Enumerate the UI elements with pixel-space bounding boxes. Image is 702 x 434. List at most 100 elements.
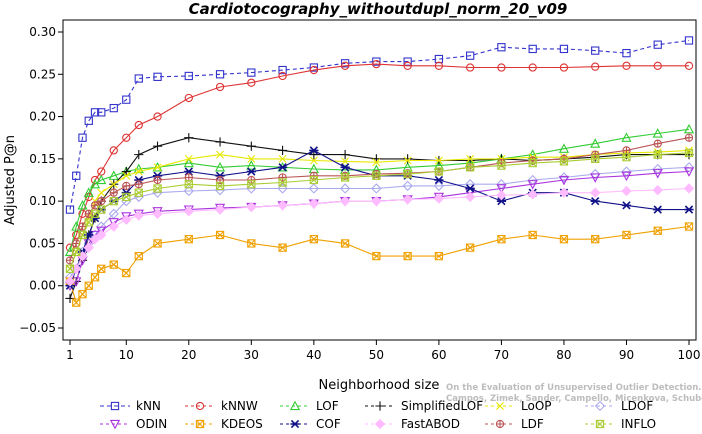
data-point	[653, 226, 662, 235]
data-point	[90, 209, 100, 218]
data-point	[215, 70, 225, 79]
x-tick-label: 20	[181, 348, 196, 362]
data-point	[215, 137, 225, 147]
data-point	[83, 239, 94, 249]
data-point	[83, 187, 94, 197]
data-point	[434, 167, 444, 176]
legend-marker	[375, 401, 385, 411]
data-point	[247, 176, 255, 184]
data-point	[622, 153, 631, 162]
x-tick-label: 70	[494, 348, 509, 362]
data-point	[134, 252, 143, 261]
legend-item: LOF	[280, 399, 339, 413]
legend-item: LoOP	[485, 399, 552, 413]
data-point	[90, 108, 100, 117]
data-point	[591, 235, 600, 244]
x-tick-label: 100	[678, 348, 701, 362]
legend-item: KDEOS	[185, 417, 263, 431]
legend-label: kNNW	[221, 399, 258, 413]
data-point	[278, 178, 287, 187]
data-point	[84, 218, 93, 227]
data-point	[215, 171, 225, 180]
data-point	[277, 163, 288, 172]
data-point	[591, 46, 600, 55]
data-point	[135, 180, 143, 188]
data-point	[340, 239, 350, 248]
x-tick-label: 30	[244, 348, 259, 362]
data-point	[91, 273, 99, 282]
data-point	[372, 252, 381, 261]
data-point	[72, 298, 81, 307]
data-point	[184, 93, 193, 103]
data-point	[466, 163, 475, 172]
data-point	[622, 230, 631, 240]
data-point	[340, 150, 350, 160]
data-point	[341, 173, 350, 182]
data-point	[247, 239, 256, 248]
legend-label: LDF	[521, 417, 544, 431]
data-point	[84, 116, 93, 125]
data-point	[340, 61, 350, 70]
legend-label: INFLO	[621, 417, 656, 431]
data-point	[184, 167, 194, 176]
series-knn	[65, 36, 694, 214]
data-point	[372, 59, 381, 69]
legend-item: kNN	[100, 399, 161, 413]
data-point	[622, 48, 631, 58]
legend-label: kNN	[136, 399, 161, 413]
data-point	[591, 62, 600, 71]
data-point	[340, 59, 350, 68]
legend-item: kNNW	[185, 399, 258, 413]
data-point	[622, 230, 631, 239]
data-point	[84, 281, 93, 290]
data-point	[78, 290, 87, 299]
data-point	[309, 146, 319, 155]
legend-label: KDEOS	[221, 417, 263, 431]
y-tick-label: 0.05	[29, 236, 56, 250]
data-point	[215, 82, 225, 92]
data-point	[78, 133, 87, 142]
data-point	[528, 63, 537, 72]
series-inflo	[65, 148, 694, 273]
data-point	[91, 201, 99, 209]
data-point	[247, 78, 256, 87]
data-point	[246, 201, 257, 213]
data-point	[278, 178, 287, 187]
data-point	[153, 239, 162, 248]
data-point	[216, 181, 225, 190]
data-point	[152, 141, 163, 151]
data-point	[134, 74, 143, 83]
data-point	[122, 192, 131, 202]
data-point	[466, 243, 475, 252]
data-point	[96, 229, 107, 241]
data-point	[308, 183, 320, 194]
data-point	[684, 205, 694, 214]
y-tick-label: 0.25	[29, 67, 56, 81]
data-point	[434, 252, 443, 261]
data-point	[309, 156, 318, 165]
data-point	[277, 183, 288, 194]
data-point	[108, 170, 119, 180]
data-point	[184, 180, 193, 189]
data-point	[278, 71, 287, 81]
data-point	[153, 239, 162, 248]
data-point	[185, 173, 193, 182]
x-axis: 1 10 20 30 40 50 60 70 80 90 100	[66, 340, 700, 362]
legend-marker	[595, 419, 605, 429]
data-point	[402, 194, 413, 205]
data-point	[590, 168, 601, 180]
data-point	[247, 68, 256, 77]
legend-marker	[196, 420, 204, 428]
data-point	[83, 242, 94, 253]
legend-label: COF	[316, 417, 341, 431]
legend-marker	[110, 401, 120, 411]
data-point	[497, 161, 506, 170]
x-tick-label: 40	[306, 348, 321, 362]
data-point	[247, 180, 256, 189]
y-axis: −0.05 0.00 0.05 0.10 0.15 0.20 0.25 0.30	[19, 25, 63, 335]
legend-label: LoOP	[521, 399, 552, 413]
data-point	[403, 252, 412, 261]
data-point	[372, 158, 381, 167]
y-tick-label: 0.10	[29, 194, 56, 208]
legend-item: LDF	[485, 417, 544, 431]
